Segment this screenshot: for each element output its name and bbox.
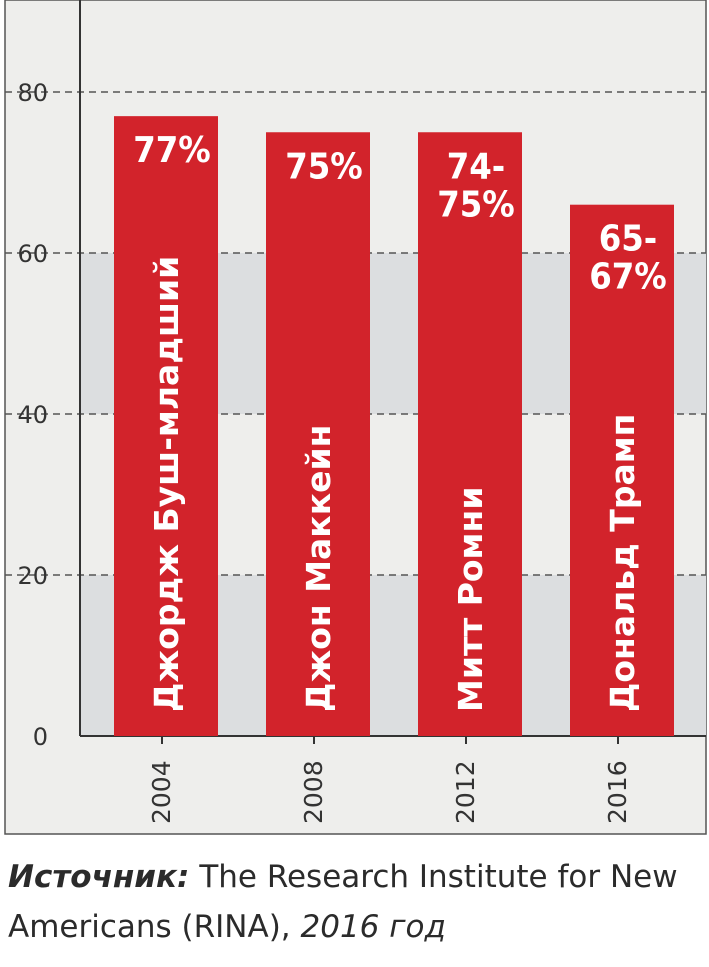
- bar: [570, 204, 674, 736]
- source-note: Источник: The Research Institute for New…: [8, 852, 698, 952]
- bar-name-label: Дональд Трамп: [603, 414, 642, 712]
- y-tick-label: 40: [17, 401, 48, 429]
- y-tick-label: 60: [17, 240, 48, 268]
- x-tick-label: 2008: [299, 760, 328, 824]
- bar-value-label: 67%: [589, 257, 667, 298]
- x-tick-label: 2004: [147, 760, 176, 824]
- bar: [114, 116, 218, 736]
- y-tick-label: 0: [33, 723, 48, 751]
- bar-value-label: 75%: [437, 184, 515, 225]
- x-tick-label: 2016: [603, 760, 632, 824]
- y-tick-label: 20: [17, 562, 48, 590]
- bar: [418, 132, 522, 736]
- x-tick-label: 2012: [451, 760, 480, 824]
- bar-name-label: Джон Маккейн: [299, 425, 338, 712]
- source-year: 2016 год: [300, 909, 446, 945]
- bar-value-label: 77%: [133, 130, 211, 171]
- bar-value-label: 74-: [447, 146, 506, 187]
- bar: [266, 132, 370, 736]
- bar-name-label: Митт Ромни: [451, 487, 490, 712]
- bar-value-label: 65-: [599, 219, 658, 260]
- chart: 0 20 40 60 80 77% Джордж Буш-младший 2004 75% Джо…: [4, 0, 707, 835]
- source-label: Источник:: [8, 859, 190, 895]
- y-tick-label: 80: [17, 79, 48, 107]
- chart-svg: 0 20 40 60 80 77% Джордж Буш-младший 2004 75% Джо…: [4, 0, 707, 835]
- bar-value-label: 75%: [285, 146, 363, 187]
- source-text: The Research Institute for New Americans…: [8, 859, 678, 945]
- bar-name-label: Джордж Буш-младший: [147, 256, 186, 712]
